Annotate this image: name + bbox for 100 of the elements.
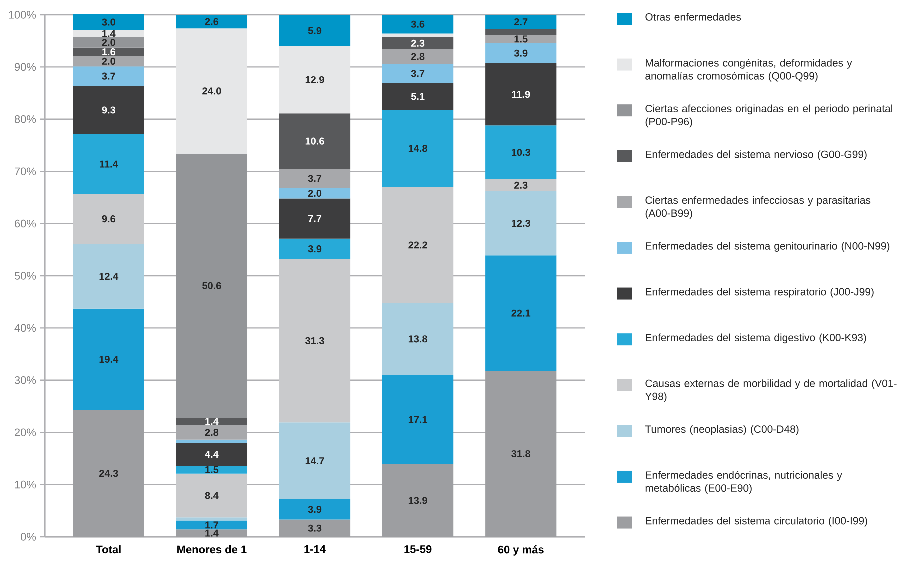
bar bbox=[73, 194, 144, 244]
bar bbox=[176, 14, 248, 29]
data-label: 50.6 bbox=[202, 282, 222, 290]
bar bbox=[486, 43, 557, 64]
x-tick-label: Menores de 1 bbox=[178, 546, 247, 554]
bar bbox=[176, 520, 248, 530]
data-label: 17.1 bbox=[408, 416, 428, 424]
bar bbox=[382, 187, 454, 304]
data-label: 4.4 bbox=[205, 451, 219, 458]
legend-label: Ciertas enfermedades infecciosas y parasitarias (A00-B99) bbox=[646, 196, 871, 220]
data-label: 1.4 bbox=[206, 530, 219, 537]
bar bbox=[73, 86, 144, 135]
legend-label: Enfermedades del sistema respiratorio (J00-J99) bbox=[646, 288, 874, 298]
bar bbox=[486, 126, 557, 180]
y-tick-label: 20% bbox=[15, 428, 36, 436]
x-tick-label: 15-59 bbox=[404, 546, 432, 554]
data-label: 24.3 bbox=[100, 470, 118, 478]
data-label: 11.9 bbox=[512, 91, 530, 98]
x-tick-label: Total bbox=[96, 546, 121, 554]
data-label: 12.3 bbox=[512, 220, 530, 228]
x-tick-label: 60 y más bbox=[498, 546, 544, 556]
data-label: 10.3 bbox=[512, 148, 530, 156]
data-label: 9.6 bbox=[102, 216, 116, 223]
data-label: 24.0 bbox=[202, 88, 222, 95]
data-label: 2.8 bbox=[411, 53, 425, 60]
data-label: 13.9 bbox=[408, 497, 428, 504]
data-label: 2.8 bbox=[205, 429, 219, 436]
bar bbox=[382, 37, 454, 50]
data-label: 1.5 bbox=[514, 36, 528, 43]
bar bbox=[486, 29, 557, 36]
bar bbox=[279, 259, 351, 423]
bar bbox=[279, 238, 351, 260]
data-label: 3.0 bbox=[102, 18, 116, 26]
data-label: 2.7 bbox=[514, 18, 528, 26]
bar bbox=[279, 198, 351, 239]
bar bbox=[486, 370, 557, 537]
data-label: 12.9 bbox=[306, 76, 324, 84]
y-tick-label: 30% bbox=[14, 376, 36, 384]
bar bbox=[382, 464, 454, 537]
data-label: 2.0 bbox=[102, 39, 116, 46]
data-label: 11.4 bbox=[100, 160, 118, 168]
data-label: 13.8 bbox=[408, 336, 428, 343]
bar bbox=[279, 114, 351, 169]
legend-label: Tumores (neoplasias) (C00-D48) bbox=[645, 425, 799, 436]
y-tick-label: 70% bbox=[15, 168, 36, 176]
data-label: 3.9 bbox=[514, 50, 528, 57]
data-label: 3.7 bbox=[102, 72, 116, 80]
data-label: 9.3 bbox=[102, 106, 116, 114]
data-label: 2.6 bbox=[205, 18, 219, 26]
data-label: 3.6 bbox=[411, 20, 425, 28]
data-label: 19.4 bbox=[100, 356, 119, 364]
bar bbox=[73, 244, 144, 309]
bar bbox=[382, 34, 454, 38]
bar bbox=[73, 14, 144, 30]
data-label: 3.9 bbox=[308, 506, 322, 514]
bar bbox=[486, 191, 557, 256]
bar bbox=[73, 37, 144, 48]
bar bbox=[176, 518, 248, 521]
bar bbox=[486, 64, 557, 126]
data-label: 2.3 bbox=[411, 40, 425, 47]
bar bbox=[73, 66, 144, 86]
data-label: 5.9 bbox=[308, 27, 322, 34]
bar bbox=[176, 425, 248, 440]
bar bbox=[382, 64, 454, 84]
legend-label: Causas externas de morbilidad y de mortalidad (V01-Y98) bbox=[645, 380, 897, 402]
bar bbox=[176, 440, 248, 444]
legend-label: Malformaciones congénitas, deformidades y anomalías cromosómicas (Q00-Q99) bbox=[646, 58, 852, 82]
y-tick-label: 90% bbox=[14, 63, 36, 72]
y-tick-label: 80% bbox=[14, 116, 36, 124]
legend-label: Ciertas afecciones originadas en el periodo perinatal (P00-P96) bbox=[646, 104, 892, 128]
data-label: 1.7 bbox=[206, 522, 218, 529]
bar bbox=[73, 48, 144, 56]
legend-label: Enfermedades del sistema genitourinario (N00-N99) bbox=[646, 242, 890, 252]
bar bbox=[73, 308, 144, 410]
bar bbox=[176, 418, 248, 426]
bar bbox=[279, 16, 351, 46]
bar bbox=[279, 499, 351, 520]
bar bbox=[176, 443, 248, 466]
y-tick-label: 40% bbox=[14, 324, 36, 332]
data-label: 3.9 bbox=[308, 246, 322, 253]
data-label: 1.5 bbox=[206, 466, 219, 474]
legend-label: Enfermedades del sistema digestivo (K00-K93) bbox=[646, 334, 866, 344]
y-tick-label: 10% bbox=[15, 480, 36, 489]
data-label: 14.8 bbox=[408, 145, 428, 152]
data-label: 2.0 bbox=[102, 58, 116, 65]
bar bbox=[176, 154, 248, 418]
bar bbox=[279, 46, 351, 114]
data-label: 3.7 bbox=[308, 175, 322, 182]
bar bbox=[279, 520, 351, 537]
data-label: 1.4 bbox=[102, 30, 116, 38]
data-label: 22.1 bbox=[512, 310, 531, 317]
bar bbox=[73, 410, 144, 537]
data-label: 3.7 bbox=[411, 70, 425, 78]
legend-label: Otras enfermedades bbox=[646, 13, 742, 21]
data-label: 2.3 bbox=[514, 182, 528, 189]
bar bbox=[279, 188, 351, 199]
bar bbox=[382, 83, 454, 110]
data-label: 22.2 bbox=[408, 242, 428, 249]
data-label: 2.0 bbox=[308, 190, 322, 198]
y-tick-label: 60% bbox=[15, 220, 36, 228]
